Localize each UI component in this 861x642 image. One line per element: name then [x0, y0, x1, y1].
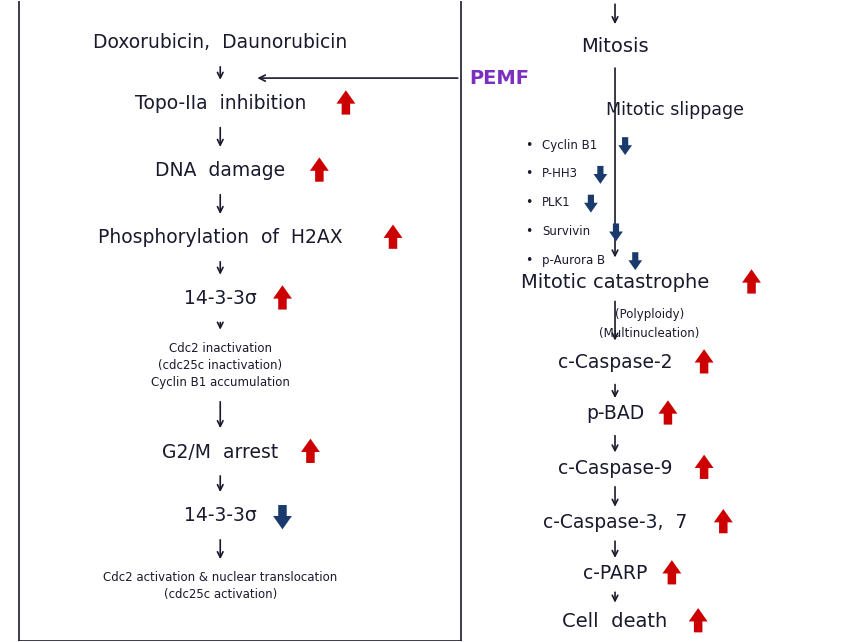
- Text: c-Caspase-9: c-Caspase-9: [558, 458, 672, 478]
- Text: (Polyploidy): (Polyploidy): [615, 308, 684, 321]
- Polygon shape: [618, 137, 632, 155]
- Text: Survivin: Survivin: [542, 225, 590, 238]
- Polygon shape: [742, 269, 761, 293]
- Polygon shape: [337, 91, 356, 114]
- Text: (Multinucleation): (Multinucleation): [599, 327, 699, 340]
- Polygon shape: [584, 195, 598, 213]
- Text: •: •: [525, 168, 533, 180]
- Text: 14-3-3σ: 14-3-3σ: [184, 507, 257, 525]
- Text: p-Aurora B: p-Aurora B: [542, 254, 605, 267]
- Text: •: •: [525, 225, 533, 238]
- Text: G2/M  arrest: G2/M arrest: [162, 442, 278, 462]
- Polygon shape: [609, 223, 623, 241]
- Text: Doxorubicin,  Daunorubicin: Doxorubicin, Daunorubicin: [93, 33, 347, 53]
- Polygon shape: [301, 438, 320, 463]
- Polygon shape: [629, 252, 642, 270]
- Polygon shape: [695, 349, 714, 374]
- Text: PEMF: PEMF: [469, 69, 530, 87]
- Polygon shape: [659, 401, 678, 424]
- Text: p-BAD: p-BAD: [585, 404, 644, 423]
- Text: Mitotic catastrophe: Mitotic catastrophe: [521, 273, 709, 292]
- Text: Topo-IIa  inhibition: Topo-IIa inhibition: [134, 94, 306, 113]
- Text: Mitosis: Mitosis: [581, 37, 649, 56]
- Polygon shape: [310, 157, 329, 182]
- Polygon shape: [383, 225, 402, 249]
- Polygon shape: [593, 166, 607, 184]
- Text: Cyclin B1: Cyclin B1: [542, 139, 598, 152]
- Text: Phosphorylation  of  H2AX: Phosphorylation of H2AX: [98, 229, 343, 247]
- Text: •: •: [525, 254, 533, 267]
- Text: P-HH3: P-HH3: [542, 168, 578, 180]
- Polygon shape: [714, 509, 733, 534]
- Text: •: •: [525, 139, 533, 152]
- Polygon shape: [689, 608, 708, 632]
- Polygon shape: [695, 455, 714, 479]
- Polygon shape: [273, 505, 292, 529]
- Text: 14-3-3σ: 14-3-3σ: [184, 289, 257, 308]
- Text: Mitotic slippage: Mitotic slippage: [606, 101, 744, 119]
- Polygon shape: [662, 560, 681, 584]
- Polygon shape: [273, 285, 292, 309]
- Text: c-PARP: c-PARP: [583, 564, 647, 583]
- Text: DNA  damage: DNA damage: [155, 161, 285, 180]
- Text: Cdc2 inactivation
(cdc25c inactivation)
Cyclin B1 accumulation: Cdc2 inactivation (cdc25c inactivation) …: [151, 342, 289, 389]
- Text: Cell  death: Cell death: [562, 612, 667, 631]
- Text: c-Caspase-2: c-Caspase-2: [558, 353, 672, 372]
- Text: •: •: [525, 196, 533, 209]
- Text: c-Caspase-3,  7: c-Caspase-3, 7: [542, 513, 687, 532]
- Text: Cdc2 activation & nuclear translocation
(cdc25c activation): Cdc2 activation & nuclear translocation …: [103, 571, 338, 602]
- Text: PLK1: PLK1: [542, 196, 571, 209]
